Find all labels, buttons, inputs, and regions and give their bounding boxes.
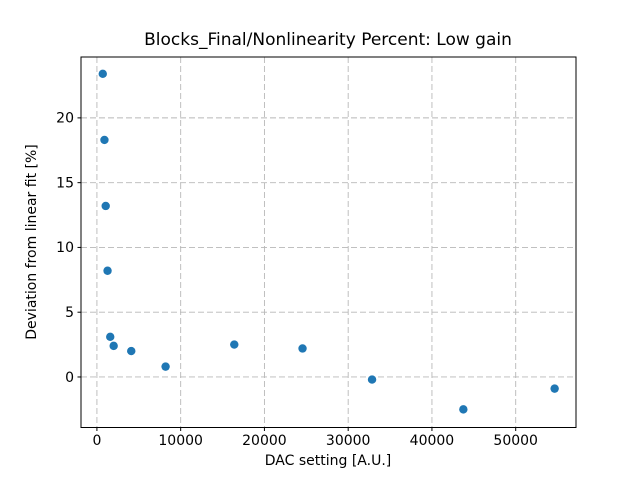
y-tick-label: 15 — [56, 175, 74, 191]
data-point — [161, 362, 170, 371]
data-point — [459, 405, 468, 414]
x-axis-label: DAC setting [A.U.] — [264, 453, 392, 469]
y-tick-label: 0 — [65, 370, 74, 386]
data-point — [298, 344, 307, 353]
data-point — [106, 332, 115, 342]
data-point — [103, 266, 112, 275]
data-point — [230, 340, 239, 349]
data-point — [109, 341, 118, 351]
data-point — [100, 135, 109, 145]
y-tick-label: 20 — [56, 111, 74, 127]
y-tick-label: 10 — [56, 240, 74, 256]
x-tick-label: 50000 — [493, 433, 538, 449]
chart-title: Blocks_Final/Nonlinearity Percent: Low g… — [144, 30, 512, 50]
x-tick-label: 20000 — [242, 433, 287, 449]
data-point — [98, 69, 107, 79]
axes-spines — [80, 56, 577, 428]
x-tick-label: 30000 — [326, 433, 371, 449]
y-tick-label: 5 — [65, 305, 74, 321]
x-tick-label: 0 — [92, 433, 101, 449]
x-tick-label: 10000 — [158, 433, 203, 449]
data-point — [367, 375, 377, 384]
data-point — [101, 201, 110, 211]
data-point — [550, 384, 559, 393]
data-point — [127, 346, 136, 356]
x-tick-label: 40000 — [410, 433, 455, 449]
